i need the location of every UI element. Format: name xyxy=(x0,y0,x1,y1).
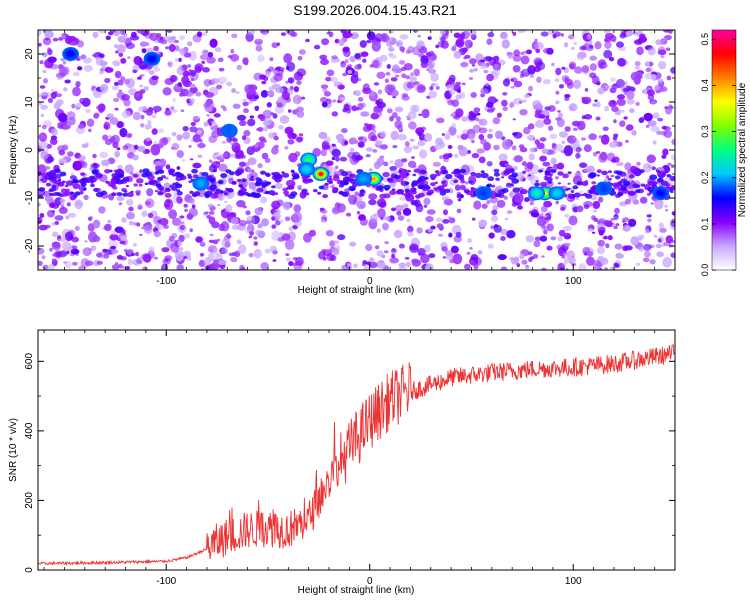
y-tick-label: 20 xyxy=(24,48,35,60)
heatmap-peak xyxy=(192,176,210,191)
heatmap-ylabel: Frequency (Hz) xyxy=(8,116,19,185)
colorbar-tick-label: 0.2 xyxy=(700,171,710,184)
colorbar-tick-label: 0.4 xyxy=(700,79,710,92)
x-tick-label: -100 xyxy=(156,276,176,287)
heatmap-noise-layer xyxy=(38,30,675,270)
y-tick-label: 0 xyxy=(24,567,35,573)
heatmap-peak xyxy=(475,186,493,201)
snr-xlabel: Height of straight line (km) xyxy=(298,585,415,596)
heatmap-peak xyxy=(548,186,566,201)
heatmap-peak xyxy=(595,181,613,196)
y-tick-label: 200 xyxy=(24,492,35,509)
heatmap-peak xyxy=(220,123,238,138)
heatmap-peak xyxy=(62,47,79,61)
x-tick-label: -100 xyxy=(156,576,176,587)
x-tick-label: 0 xyxy=(367,276,373,287)
colorbar-axis: 0.0 0.1 0.2 0.3 0.4 0.5 xyxy=(700,33,736,276)
heatmap-peak xyxy=(298,162,315,177)
y-tick-label: 0 xyxy=(24,147,35,153)
page-title: S199.2026.004.15.43.R21 xyxy=(293,2,457,18)
snr-frame xyxy=(37,329,676,571)
heatmap-xlabel: Height of straight line (km) xyxy=(298,285,415,296)
colorbar-tick-label: 0.5 xyxy=(700,33,710,46)
heatmap-peak xyxy=(528,186,545,201)
colorbar-tick-label: 0.1 xyxy=(700,218,710,231)
colorbar-label: Normalized spectral amplitude xyxy=(737,82,748,217)
x-tick-label: 100 xyxy=(565,576,582,587)
heatmap-y-axis: -20 -10 0 10 20 xyxy=(24,29,675,271)
colorbar: 0.0 0.1 0.2 0.3 0.4 0.5 Normalized spectral a… xyxy=(700,29,748,276)
heatmap-x-axis: -100 0 100 xyxy=(43,30,676,287)
y-tick-label: 10 xyxy=(24,96,35,108)
snr-ylabel: SNR (10 * v/v) xyxy=(8,418,19,482)
heatmap-features xyxy=(62,47,670,201)
y-tick-label: -10 xyxy=(24,190,35,205)
x-tick-label: 0 xyxy=(367,576,373,587)
snr-series-line xyxy=(38,344,675,567)
y-tick-label: -20 xyxy=(24,238,35,253)
snr-x-axis: -100 0 100 xyxy=(43,330,676,587)
x-tick-label: 100 xyxy=(565,276,582,287)
heatmap-peak xyxy=(652,186,670,201)
colorbar-gradient xyxy=(711,29,737,271)
heatmap-peak xyxy=(143,51,161,66)
snr-y-axis: 0 200 400 600 xyxy=(24,353,675,573)
heatmap-peak xyxy=(312,167,330,181)
y-tick-label: 600 xyxy=(24,353,35,370)
snr-panel: -100 0 100 0 200 400 600 Height of straight l… xyxy=(8,329,676,596)
heatmap-peak xyxy=(355,171,372,186)
y-tick-label: 400 xyxy=(24,422,35,439)
colorbar-tick-label: 0.3 xyxy=(700,125,710,138)
colorbar-tick-label: 0.0 xyxy=(700,264,710,277)
